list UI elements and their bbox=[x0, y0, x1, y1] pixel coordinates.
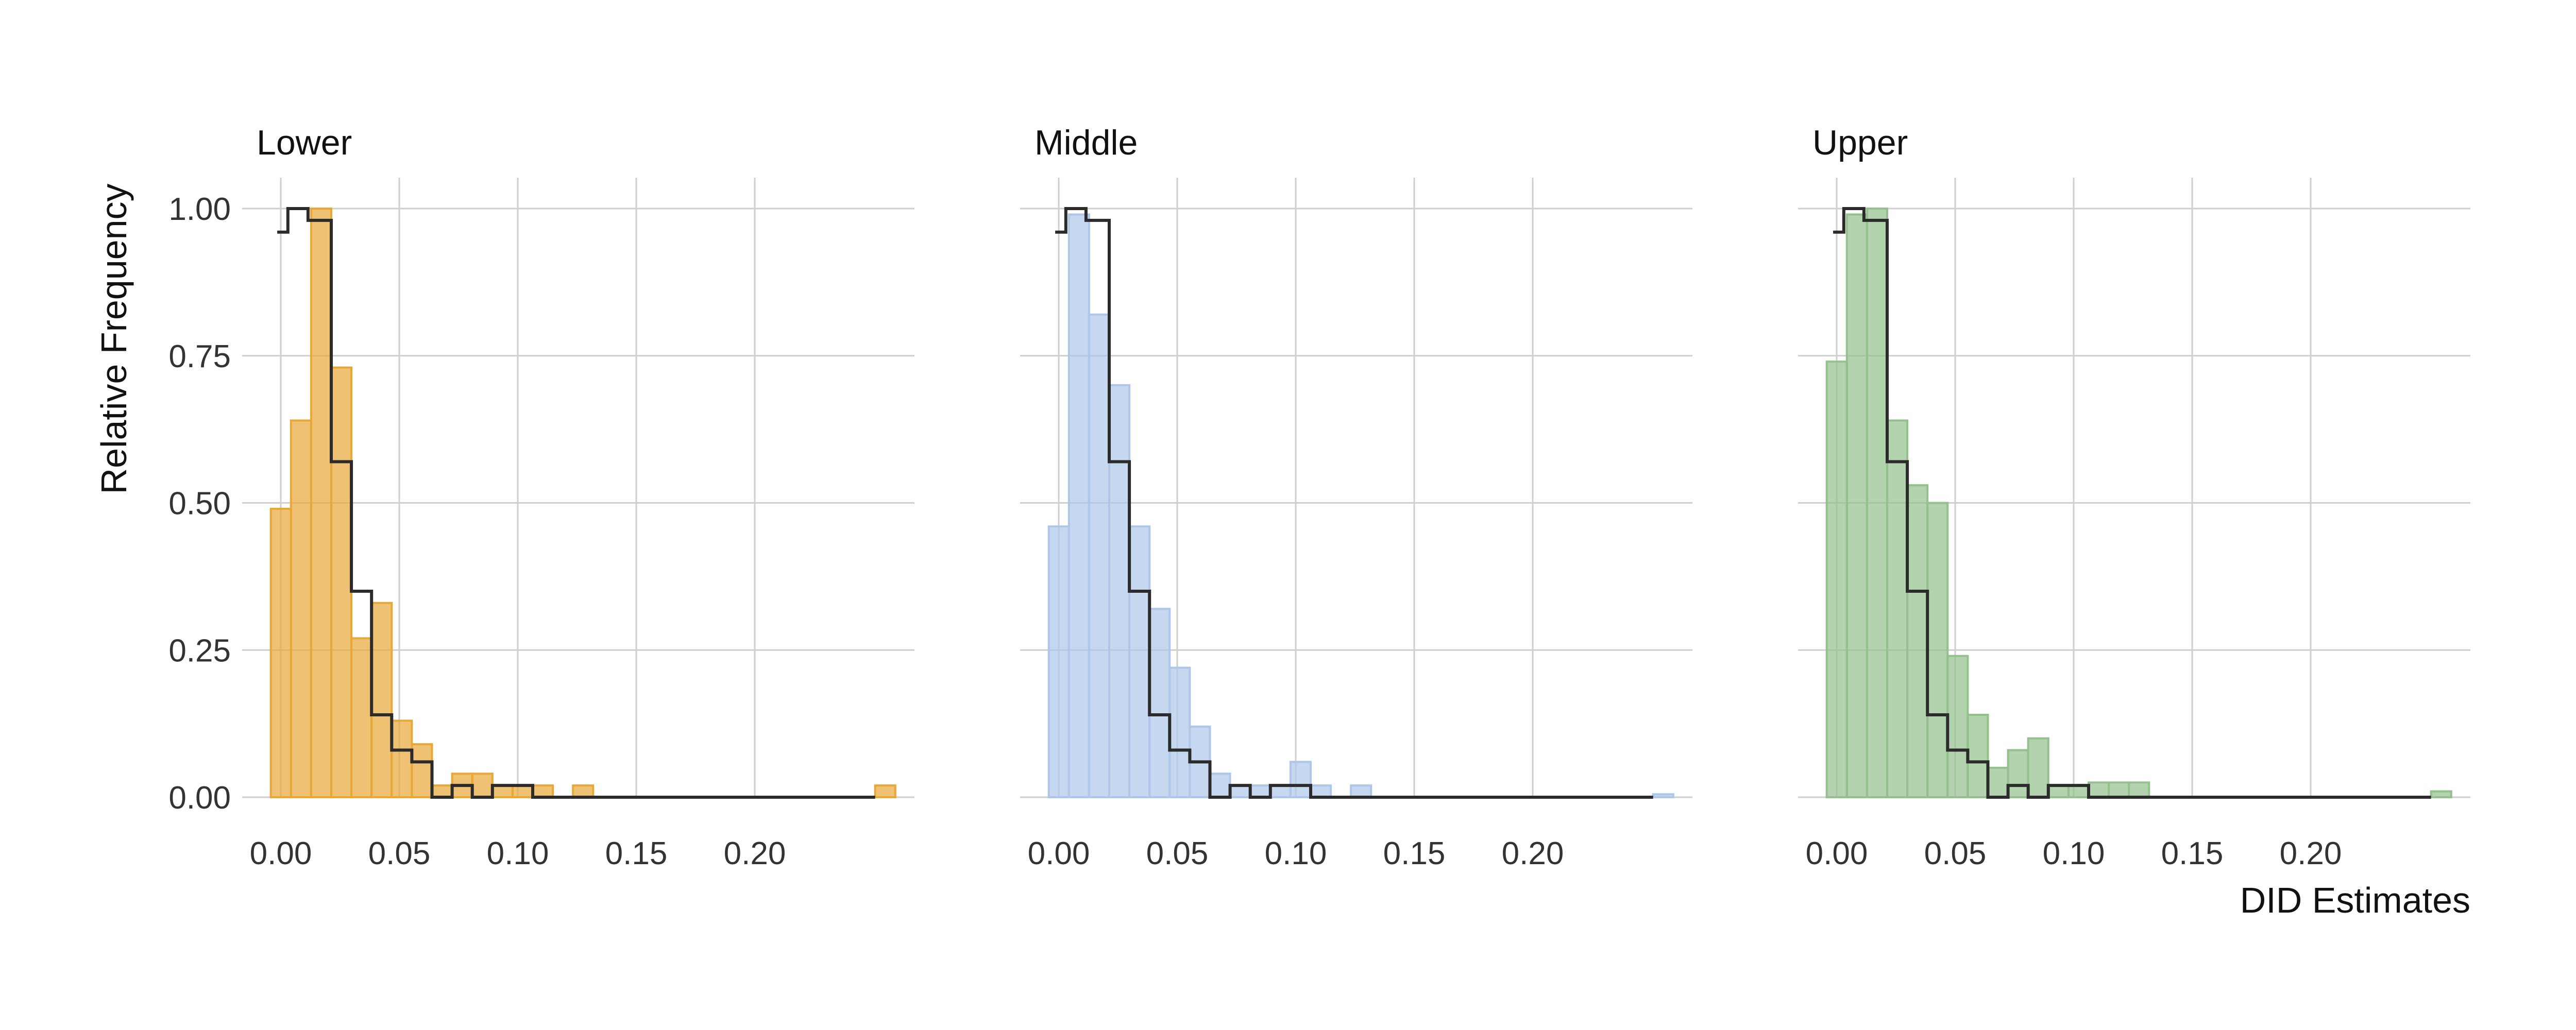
reference-step-line bbox=[277, 207, 875, 799]
histogram-bar bbox=[491, 784, 514, 799]
histogram-bar bbox=[1148, 608, 1171, 798]
histogram-bar bbox=[1168, 666, 1191, 799]
histogram-bar bbox=[290, 419, 312, 798]
histogram-bar bbox=[531, 784, 554, 799]
x-tick-label: 0.10 bbox=[1265, 836, 1327, 871]
histogram-bar bbox=[1249, 784, 1272, 799]
histogram-bar bbox=[1209, 772, 1231, 799]
panel-middle: Middle 0.00 0.05 0.10 0.15 0.20 bbox=[1020, 123, 1692, 871]
panel-title: Upper bbox=[1812, 123, 1908, 162]
histogram-bar bbox=[1906, 484, 1929, 798]
panel-upper: Upper 0.00 0.05 0.10 0.15 0.20 bbox=[1798, 123, 2470, 871]
histogram-bar bbox=[1088, 313, 1110, 798]
histogram-bar bbox=[2087, 781, 2110, 799]
histogram-bar bbox=[471, 772, 494, 799]
histogram-bar bbox=[1652, 793, 1674, 799]
x-tick-label: 0.20 bbox=[1502, 836, 1564, 871]
y-tick-label: 1.00 bbox=[168, 192, 231, 227]
histogram-bar bbox=[1845, 213, 1868, 798]
x-tick-label: 0.20 bbox=[724, 836, 786, 871]
y-tick-label: 0.00 bbox=[168, 780, 231, 816]
histogram-bar bbox=[1309, 784, 1332, 799]
y-tick-label: 0.25 bbox=[168, 633, 231, 668]
histogram-bar bbox=[411, 743, 433, 799]
histogram-bar bbox=[1926, 502, 1949, 798]
x-tick-label: 0.05 bbox=[1924, 836, 1987, 871]
histogram-bar bbox=[2128, 781, 2150, 799]
panel-title: Lower bbox=[257, 123, 352, 162]
histogram-bar bbox=[1067, 213, 1090, 798]
facet-panels: Lower 0.00 0.05 0.10 0.15 0.20 0.00 0.25 0.50 0.7… bbox=[168, 123, 2470, 871]
histogram-bar bbox=[1967, 713, 1989, 798]
y-axis-title: Relative Frequency bbox=[94, 183, 134, 494]
x-tick-label: 0.15 bbox=[1383, 836, 1446, 871]
histogram-bar bbox=[1289, 761, 1312, 799]
histogram-bar bbox=[2027, 737, 2049, 798]
histogram-bar bbox=[572, 784, 595, 799]
histogram-bar bbox=[2007, 749, 2029, 799]
histogram-bar bbox=[1108, 384, 1131, 798]
histogram-bar bbox=[2047, 784, 2070, 799]
x-tick-label: 0.05 bbox=[368, 836, 431, 871]
panel-lower: Lower 0.00 0.05 0.10 0.15 0.20 0.00 0.25 0.50 0.7… bbox=[168, 123, 914, 871]
histogram-bar bbox=[370, 602, 393, 799]
histogram-bar bbox=[2067, 784, 2090, 799]
x-tick-label: 0.00 bbox=[250, 836, 312, 871]
histogram-bar bbox=[1047, 525, 1070, 798]
histogram-bar bbox=[1866, 208, 1888, 798]
histogram-bar bbox=[2430, 790, 2452, 798]
histogram-bar bbox=[1987, 766, 2009, 798]
histogram-bar bbox=[2108, 781, 2130, 799]
histogram-bar bbox=[1269, 784, 1292, 799]
reference-step-line bbox=[1833, 207, 2431, 799]
histogram-bar bbox=[1350, 784, 1372, 799]
x-tick-label: 0.15 bbox=[2161, 836, 2224, 871]
histogram-bar bbox=[1825, 360, 1848, 798]
y-tick-label: 0.75 bbox=[168, 339, 231, 374]
x-tick-label: 0.10 bbox=[2043, 836, 2105, 871]
reference-step-line bbox=[1055, 207, 1653, 799]
x-tick-label: 0.20 bbox=[2280, 836, 2342, 871]
x-tick-label: 0.05 bbox=[1146, 836, 1209, 871]
panel-title: Middle bbox=[1035, 123, 1138, 162]
histogram-bar bbox=[1946, 655, 1969, 799]
x-tick-label: 0.00 bbox=[1028, 836, 1090, 871]
histogram-bar bbox=[269, 507, 292, 798]
histogram-bar bbox=[1128, 525, 1151, 798]
histogram-bar bbox=[330, 366, 353, 798]
histogram-bar bbox=[391, 719, 413, 799]
histogram-bar bbox=[431, 784, 453, 799]
x-axis-title: DID Estimates bbox=[2240, 880, 2470, 920]
histogram-bar bbox=[310, 208, 332, 798]
x-tick-label: 0.10 bbox=[487, 836, 549, 871]
histogram-bar bbox=[874, 784, 896, 799]
x-tick-label: 0.00 bbox=[1806, 836, 1868, 871]
y-tick-label: 0.50 bbox=[168, 486, 231, 522]
histogram-bar bbox=[1229, 784, 1251, 799]
histogram-bar bbox=[350, 637, 373, 798]
histogram-bar bbox=[1886, 419, 1909, 798]
histogram-bar bbox=[511, 784, 534, 799]
x-tick-label: 0.15 bbox=[605, 836, 668, 871]
